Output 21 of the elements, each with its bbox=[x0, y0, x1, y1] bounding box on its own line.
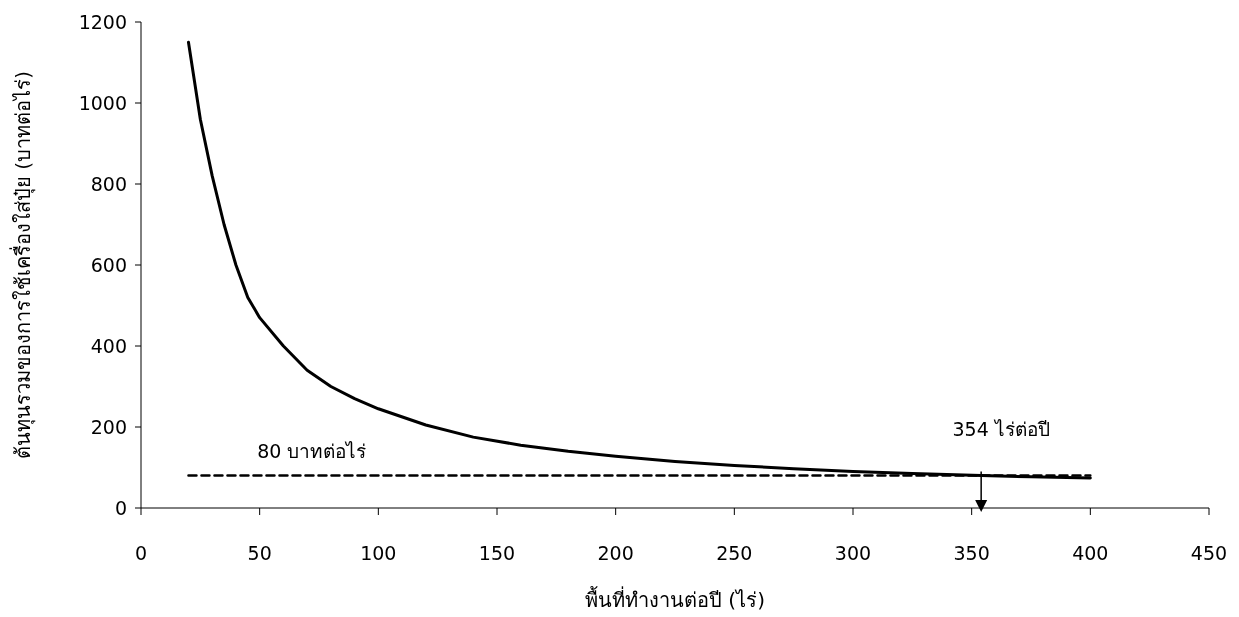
y-tick-label: 1200 bbox=[78, 10, 127, 33]
x-tick-label: 450 bbox=[1190, 542, 1228, 564]
y-axis-title: ต้นทุนรวมของการใช้เครื่องใส่ปุ๋ย (บาทต่อไร่) bbox=[9, 71, 36, 459]
y-tick-label: 400 bbox=[90, 334, 127, 357]
x-tick-label: 100 bbox=[360, 542, 397, 564]
x-tick-label: 150 bbox=[478, 542, 516, 564]
x-tick-label: 250 bbox=[716, 542, 753, 564]
x-tick-label: 0 bbox=[134, 542, 148, 564]
x-tick-label: 50 bbox=[247, 542, 272, 564]
x-tick-label: 400 bbox=[1072, 542, 1109, 564]
x-tick-label: 200 bbox=[597, 542, 634, 564]
x-tick-label: 300 bbox=[834, 542, 872, 564]
y-tick-label: 0 bbox=[114, 496, 127, 519]
y-tick-label: 800 bbox=[90, 172, 127, 195]
annotation: 354 ไร่ต่อปี bbox=[952, 417, 1050, 440]
annotation: 80 บาทต่อไร่ bbox=[257, 439, 367, 462]
x-tick-label: 350 bbox=[953, 542, 990, 564]
x-axis-title: พื้นที่ทำงานต่อปี (ไร่) bbox=[585, 586, 765, 612]
y-tick-label: 600 bbox=[90, 253, 127, 276]
y-tick-label: 200 bbox=[90, 415, 127, 438]
y-tick-label: 1000 bbox=[78, 91, 127, 114]
